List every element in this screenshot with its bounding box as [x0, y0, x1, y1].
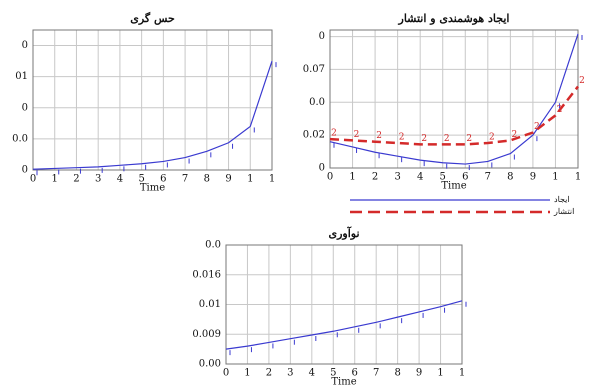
y-tick-label: 0.016: [192, 269, 221, 280]
x-tick-label: 4: [117, 174, 123, 185]
y-tick-label: 0.009: [192, 329, 221, 340]
series-marker: 2: [557, 105, 563, 115]
x-tick-label: 0: [30, 174, 36, 185]
x-tick-label: 5: [330, 368, 336, 379]
y-tick-label: 0.07: [303, 64, 325, 75]
x-tick-label: 7: [373, 368, 379, 379]
x-tick-label: 1: [349, 172, 355, 183]
plot-area: [32, 29, 273, 171]
x-tick-label: 8: [204, 174, 210, 185]
x-tick-label: 2: [266, 368, 272, 379]
x-tick-label: 9: [416, 368, 422, 379]
x-axis-label: Time: [331, 377, 356, 385]
y-tick-label: 0: [319, 163, 325, 174]
x-tick-label: 7: [485, 172, 491, 183]
y-tick-label: 0.02: [303, 130, 325, 141]
y-tick-label: 01: [15, 71, 28, 82]
y-tick-label: 0: [22, 102, 28, 113]
plot-border: [329, 29, 579, 169]
series-marker: 2: [421, 134, 427, 144]
x-tick-label: 3: [287, 368, 293, 379]
series-marker: 2: [489, 133, 495, 143]
series-line: [225, 300, 463, 350]
y-tick-label: 0.00: [199, 359, 221, 370]
y-tick-label: 0.0: [309, 97, 325, 108]
legend-label: ایجاد: [554, 195, 570, 204]
x-tick-label: 9: [530, 172, 536, 183]
x-tick-label: 4: [309, 368, 315, 379]
x-tick-label: 6: [352, 368, 358, 379]
x-tick-label: 2: [73, 174, 79, 185]
series-marker: 2: [444, 134, 450, 144]
chart-title: حس گری: [130, 11, 175, 25]
series-marker: 2: [534, 122, 540, 132]
chart-title: ایجاد هوشمندی و انتشار: [398, 12, 510, 25]
x-tick-label: 6: [160, 174, 166, 185]
legend-label: انتشار: [553, 207, 574, 216]
series-marker: 2: [376, 131, 382, 141]
x-tick-label: 4: [417, 172, 423, 183]
x-tick-label: 0: [223, 368, 229, 379]
x-tick-label: 2: [372, 172, 378, 183]
series-line: [32, 60, 273, 170]
plot-area: [329, 29, 579, 169]
x-tick-label: 1: [269, 174, 275, 185]
x-tick-label: 3: [95, 174, 101, 185]
x-tick-label: 1: [52, 174, 58, 185]
x-axis-label: Time: [441, 181, 466, 192]
x-tick-label: 1: [575, 172, 581, 183]
x-tick-label: 1: [437, 368, 443, 379]
x-tick-label: 0: [327, 172, 333, 183]
x-tick-label: 7: [182, 174, 188, 185]
x-tick-label: 1: [247, 174, 253, 185]
series-marker: 2: [466, 134, 472, 144]
y-tick-label: 0.0: [12, 133, 28, 144]
y-tick-label: 0.0: [205, 240, 221, 251]
series-marker: 2: [354, 130, 360, 140]
x-tick-label: 5: [440, 172, 446, 183]
x-axis-label: Time: [140, 183, 165, 194]
y-tick-label: 0: [319, 31, 325, 42]
series-marker: 2: [579, 76, 585, 86]
x-tick-label: 5: [138, 174, 144, 185]
x-tick-label: 1: [244, 368, 250, 379]
series-marker: 2: [399, 133, 405, 143]
series-marker: 2: [331, 129, 337, 139]
plot-border: [225, 244, 463, 365]
plot-border: [32, 29, 273, 171]
x-tick-label: 1: [459, 368, 465, 379]
chart-title: نوآوری: [328, 226, 359, 240]
x-tick-label: 9: [225, 174, 231, 185]
x-tick-label: 3: [394, 172, 400, 183]
x-tick-label: 8: [394, 368, 400, 379]
x-tick-label: 8: [507, 172, 513, 183]
series-line: [329, 33, 579, 165]
y-tick-label: 0: [22, 165, 28, 176]
y-tick-label: 0.01: [199, 299, 221, 310]
x-tick-label: 1: [552, 172, 558, 183]
series-marker: 2: [511, 130, 517, 140]
x-tick-label: 6: [462, 172, 468, 183]
y-tick-label: 0: [22, 40, 28, 51]
